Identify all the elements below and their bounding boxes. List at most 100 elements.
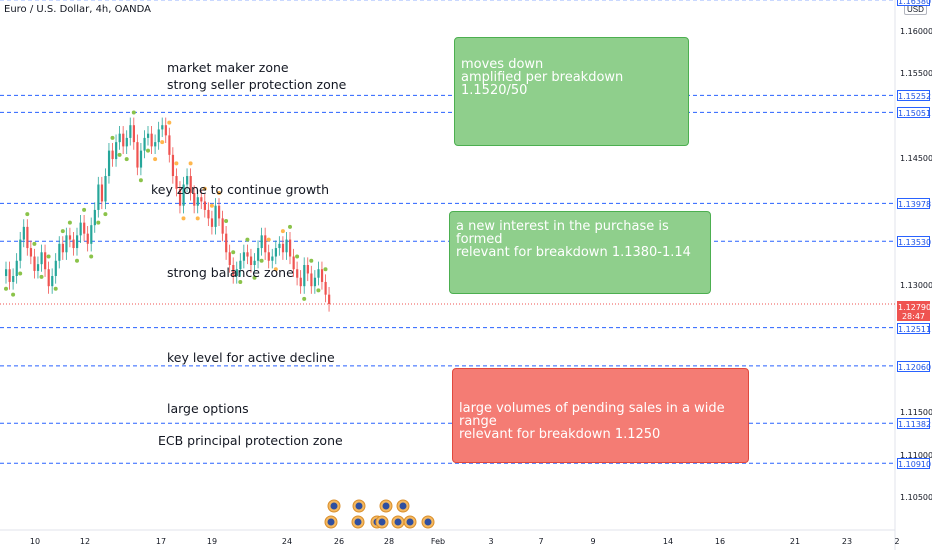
candle-body: [182, 184, 185, 206]
indicator-dot: [96, 220, 101, 225]
indicator-dot: [245, 237, 250, 242]
candle-body: [271, 256, 274, 261]
candle-body: [203, 201, 206, 210]
candle-body: [214, 205, 217, 227]
indicator-dot: [238, 279, 243, 284]
indicator-dot: [195, 216, 200, 221]
indicator-dot: [82, 207, 87, 212]
x-tick-label: 3: [488, 537, 494, 546]
indicator-dot: [174, 161, 179, 166]
zone-label: ECB principal protection zone: [158, 433, 343, 449]
candle-body: [274, 248, 277, 257]
candle-body: [40, 252, 43, 265]
candle-body: [72, 239, 75, 249]
indicator-dot: [146, 148, 150, 153]
indicator-dot: [309, 258, 314, 263]
event-flag-center: [424, 518, 432, 526]
level-price-badge[interactable]: 1.13530: [897, 236, 932, 248]
x-tick-label: 19: [206, 537, 218, 546]
candle-body: [221, 218, 224, 234]
note-box[interactable]: large volumes of pending sales in a wide…: [452, 368, 749, 463]
candle-body: [207, 209, 210, 219]
indicator-dot: [32, 241, 37, 246]
candle-body: [107, 150, 111, 177]
candle-body: [93, 209, 96, 226]
candle-body: [61, 243, 64, 253]
indicator-dot: [39, 274, 44, 279]
y-tick-label: 1.15500: [900, 69, 932, 79]
level-price-badge[interactable]: 1.12060: [897, 360, 932, 372]
y-tick-label: 1.14500: [900, 154, 932, 164]
candle-body: [303, 265, 306, 287]
y-tick-label: 1.16000: [900, 27, 932, 36]
indicator-dot: [53, 286, 58, 291]
level-price-badge[interactable]: 1.16380: [897, 0, 931, 6]
candle-body: [281, 243, 285, 253]
zone-label: strong seller protection zone: [167, 77, 347, 93]
candle-body: [242, 252, 246, 261]
event-flag-center: [394, 518, 402, 526]
candle-body: [168, 135, 171, 155]
level-price-badge[interactable]: 1.12511: [897, 322, 932, 334]
level-price-badge[interactable]: 1.15051: [897, 107, 932, 119]
event-flag-center: [378, 518, 386, 526]
candle-body: [76, 235, 79, 249]
indicator-dot: [124, 157, 129, 162]
level-price-badge[interactable]: 1.11382: [897, 418, 932, 430]
candle-body: [178, 188, 182, 206]
candle-body: [299, 277, 302, 287]
candle-body: [97, 184, 100, 210]
x-tick-label: 12: [79, 537, 91, 546]
indicator-dot: [153, 157, 158, 162]
indicator-dot: [266, 237, 271, 242]
y-tick-label: 1.10500: [900, 493, 932, 502]
candle-body: [115, 142, 118, 160]
note-box[interactable]: moves down amplified per breakdown 1.152…: [454, 37, 689, 146]
candle-body: [218, 205, 221, 219]
y-tick-label: 1.11500: [900, 408, 932, 418]
x-tick-label: 7: [538, 537, 544, 546]
level-price-badge[interactable]: 1.10910: [897, 458, 932, 470]
indicator-dot: [117, 152, 122, 157]
x-tick-label: 26: [333, 537, 345, 546]
x-tick-label: 23: [841, 537, 853, 546]
candle-body: [5, 269, 8, 277]
candle-body: [313, 277, 317, 287]
level-price-badge[interactable]: 1.13978: [897, 198, 932, 210]
candle-body: [175, 176, 178, 189]
candle-body: [47, 269, 50, 287]
candle-body: [161, 125, 164, 130]
candle-body: [196, 197, 199, 206]
candle-body: [79, 222, 82, 236]
indicator-dot: [89, 254, 94, 259]
level-price-badge[interactable]: 1.15252: [897, 90, 932, 102]
note-box[interactable]: a new interest in the purchase is formed…: [449, 211, 711, 294]
candle-body: [189, 176, 192, 193]
candle-body: [22, 226, 25, 240]
indicator-dot: [60, 229, 65, 234]
indicator-dot: [252, 275, 257, 280]
indicator-dot: [259, 258, 264, 263]
indicator-dot: [209, 203, 214, 208]
candle-body: [83, 222, 86, 234]
indicator-dot: [273, 267, 278, 272]
zone-label: key zone to continue growth: [151, 182, 329, 198]
candle-body: [328, 294, 331, 304]
candle-body: [285, 239, 288, 253]
candle-body: [232, 265, 235, 277]
indicator-dot: [46, 254, 51, 259]
x-tick-label: 21: [789, 537, 801, 546]
event-flag-center: [382, 502, 390, 510]
event-flag-center: [330, 502, 338, 510]
candle-body: [125, 137, 128, 147]
candle-body: [15, 260, 18, 277]
event-flag-center: [406, 518, 414, 526]
candle-body: [122, 133, 125, 147]
indicator-dot: [181, 216, 186, 221]
candle-body: [253, 260, 256, 265]
candle-body: [143, 137, 146, 151]
chart-title: Euro / U.S. Dollar, 4h, OANDA: [4, 4, 152, 15]
candle-body: [239, 260, 242, 270]
indicator-dot: [188, 161, 193, 166]
